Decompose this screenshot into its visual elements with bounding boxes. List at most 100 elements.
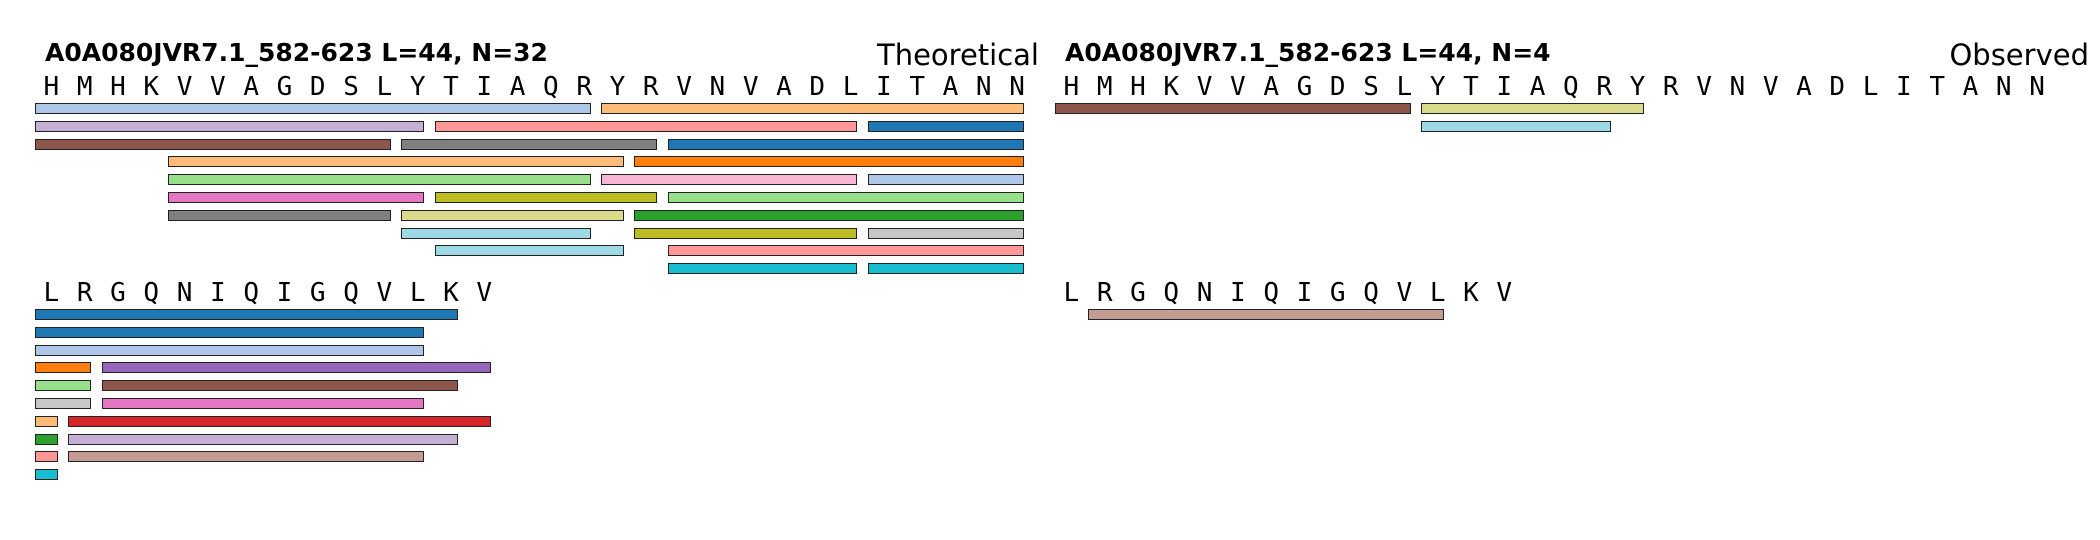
- peptide-bar: [35, 309, 458, 320]
- residue-letter: Q: [143, 278, 160, 308]
- residue-letter: M: [1096, 72, 1113, 102]
- residue-letter: D: [1329, 72, 1346, 102]
- peptide-bar: [867, 174, 1024, 186]
- residue-letter: T: [443, 72, 459, 102]
- residue-letter: I: [1230, 278, 1246, 308]
- residue-letter: V: [1196, 72, 1213, 102]
- peptide-bar: [101, 380, 458, 392]
- peptide-bar: [401, 227, 591, 239]
- residue-letter: R: [642, 72, 659, 102]
- residue-letter: L: [409, 278, 426, 308]
- peptide-bar: [35, 103, 591, 114]
- peptide-bar: [168, 209, 391, 221]
- residue-letter: I: [210, 278, 226, 308]
- peptide-bar: [667, 245, 1024, 257]
- residue-letter: N: [1729, 72, 1746, 102]
- peptide-bar: [35, 433, 58, 445]
- residue-letter: I: [476, 72, 493, 102]
- peptide-bar: [68, 433, 458, 445]
- residue-letter: A: [942, 72, 959, 102]
- residue-letter: Q: [343, 278, 359, 308]
- residue-letter: I: [1896, 72, 1912, 102]
- residue-letter: V: [1230, 72, 1246, 102]
- peptide-bar: [867, 227, 1024, 239]
- peptide-bar: [1055, 103, 1411, 114]
- residue-letter: I: [876, 72, 892, 102]
- residue-letter: G: [1296, 72, 1313, 102]
- peptide-bar: [35, 398, 92, 409]
- residue-letter: V: [476, 278, 493, 308]
- residue-letter: R: [1596, 72, 1612, 102]
- residue-letter: A: [1263, 72, 1279, 102]
- peptide-bar: [101, 362, 491, 374]
- residue-letter: Y: [409, 72, 426, 102]
- residue-letter: N: [1196, 278, 1213, 308]
- residue-letter: N: [2029, 72, 2045, 102]
- peptide-bar: [634, 156, 1024, 168]
- peptide-bar: [434, 120, 858, 132]
- theoretical-panel: A0A080JVR7.1_582-623 L=44, N=32 Theoreti…: [35, 38, 1039, 481]
- peptide-bar: [35, 380, 92, 392]
- residue-letter: K: [1463, 278, 1479, 308]
- residue-letter: I: [276, 278, 293, 308]
- residue-letter: V: [176, 72, 193, 102]
- residue-letter: K: [143, 72, 160, 102]
- peptide-bar: [634, 227, 858, 239]
- residue-letter: K: [1163, 72, 1180, 102]
- residue-letter: Q: [1163, 278, 1180, 308]
- residue-letter: A: [776, 72, 792, 102]
- peptide-bar: [634, 209, 1024, 221]
- residue-letter: L: [842, 72, 859, 102]
- peptide-bar: [35, 120, 425, 132]
- residue-letter: D: [1829, 72, 1846, 102]
- residue-letter: A: [509, 72, 526, 102]
- residue-letter: A: [1962, 72, 1979, 102]
- residue-letter: H: [43, 72, 60, 102]
- peptide-bar: [68, 415, 491, 427]
- residue-letter: V: [1396, 278, 1413, 308]
- peptide-bar: [35, 469, 58, 481]
- residue-letter: G: [1329, 278, 1346, 308]
- residue-letter: Y: [1629, 72, 1646, 102]
- residue-letter: T: [909, 72, 925, 102]
- residue-letter: G: [1130, 278, 1146, 308]
- peptide-bar: [1421, 103, 1645, 114]
- peptide-bar: [867, 120, 1024, 132]
- peptide-bar: [667, 138, 1024, 150]
- residue-letter: L: [1429, 278, 1446, 308]
- theoretical-heading: Theoretical: [876, 38, 1039, 72]
- peptide-bar: [101, 398, 425, 409]
- residue-letter: S: [343, 72, 359, 102]
- residue-letter: T: [1929, 72, 1945, 102]
- peptide-bar: [401, 209, 625, 221]
- peptide-bar: [168, 174, 591, 186]
- residue-letter: V: [210, 72, 226, 102]
- residue-letter: L: [1063, 278, 1080, 308]
- residue-letter: K: [443, 278, 459, 308]
- peptide-bar: [434, 192, 658, 203]
- residue-letter: Q: [243, 278, 259, 308]
- peptide-bar: [1088, 309, 1445, 320]
- residue-letter: T: [1463, 72, 1479, 102]
- residue-letter: L: [43, 278, 60, 308]
- peptide-bar: [68, 451, 425, 463]
- residue-letter: Q: [1363, 278, 1379, 308]
- peptide-bar: [1421, 120, 1611, 132]
- peptide-bar: [601, 103, 1024, 114]
- residue-letter: N: [1009, 72, 1025, 102]
- observed-panel: A0A080JVR7.1_582-623 L=44, N=4 Observed …: [1050, 0, 2100, 540]
- residue-letter: L: [376, 72, 393, 102]
- residue-letter: Y: [1429, 72, 1446, 102]
- residue-letter: Q: [1563, 72, 1579, 102]
- residue-letter: S: [1363, 72, 1379, 102]
- peptide-bar: [168, 192, 425, 203]
- residue-letter: D: [809, 72, 826, 102]
- residue-letter: D: [309, 72, 326, 102]
- peptide-bar: [35, 415, 58, 427]
- residue-letter: R: [576, 72, 592, 102]
- residue-letter: V: [1496, 278, 1513, 308]
- peptide-bar: [667, 192, 1024, 203]
- residue-letter: V: [742, 72, 759, 102]
- residue-letter: Y: [609, 72, 626, 102]
- residue-letter: N: [176, 278, 193, 308]
